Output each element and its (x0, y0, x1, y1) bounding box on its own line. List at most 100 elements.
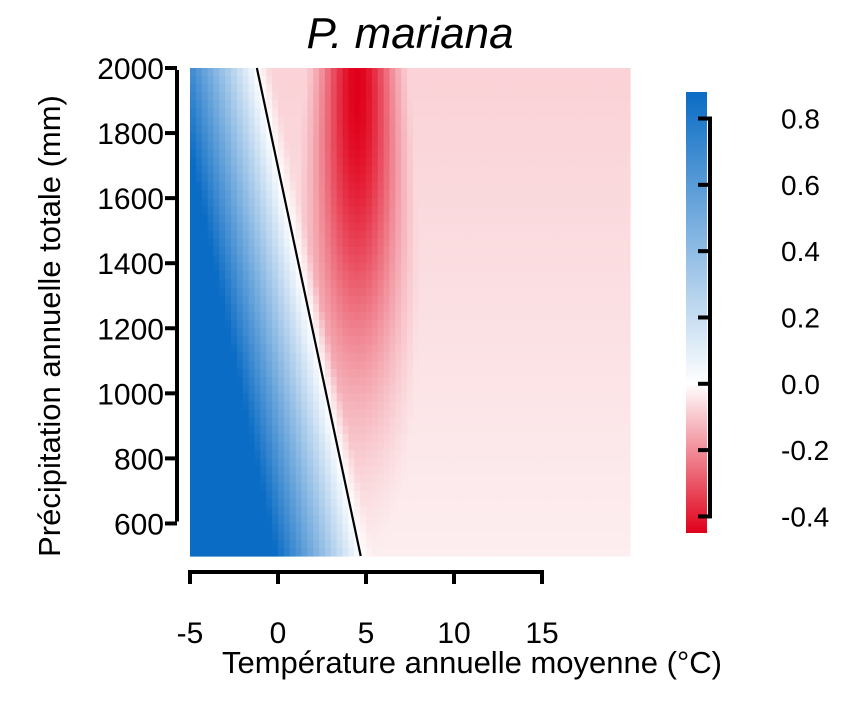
heatmap-cell (360, 385, 367, 394)
heatmap-cell (360, 263, 367, 272)
heatmap-cell (565, 206, 572, 215)
heatmap-cell (454, 499, 461, 508)
heatmap-cell (324, 173, 332, 183)
heatmap-cell (283, 434, 291, 443)
heatmap-cell (612, 547, 619, 557)
heatmap-cell (266, 336, 273, 346)
heatmap-cell (565, 482, 572, 492)
heatmap-cell (401, 173, 408, 183)
heatmap-cell (225, 222, 232, 232)
heatmap-cell (207, 255, 215, 264)
heatmap-cell (254, 499, 261, 508)
heatmap-cell (477, 499, 484, 508)
heatmap-cell (195, 100, 203, 110)
heatmap-cell (547, 458, 555, 468)
heatmap-cell (236, 124, 244, 134)
heatmap-cell (219, 287, 226, 297)
heatmap-cell (583, 385, 590, 394)
heatmap-cell (295, 124, 303, 134)
heatmap-cell (430, 206, 437, 215)
heatmap-cell (477, 214, 484, 224)
heatmap-cell (383, 173, 391, 183)
heatmap-cell (418, 458, 426, 468)
heatmap-cell (371, 425, 379, 435)
heatmap-cell (430, 368, 437, 378)
heatmap-cell (612, 141, 619, 150)
heatmap-cell (236, 255, 244, 264)
heatmap-cell (389, 507, 396, 516)
heatmap-cell (542, 181, 549, 191)
heatmap-cell (319, 320, 326, 329)
heatmap-cell (301, 547, 308, 557)
heatmap-cell (495, 149, 502, 159)
heatmap-cell (260, 214, 267, 224)
heatmap-cell (530, 238, 537, 248)
heatmap-cell (401, 344, 408, 354)
heatmap-cell (366, 181, 373, 191)
heatmap-cell (577, 466, 584, 476)
heatmap-cell (336, 523, 344, 533)
heatmap-cell (313, 149, 320, 159)
heatmap-cell (530, 279, 537, 289)
heatmap-cell (500, 320, 508, 329)
heatmap-cell (371, 263, 379, 272)
heatmap-cell (471, 482, 479, 492)
heatmap-cell (571, 515, 578, 525)
heatmap-cell (588, 198, 596, 207)
heatmap-cell (236, 515, 244, 525)
heatmap-cell (207, 263, 215, 272)
heatmap-cell (424, 393, 432, 403)
heatmap-cell (295, 539, 303, 549)
heatmap-cell (207, 165, 215, 175)
heatmap-cell (283, 68, 291, 77)
heatmap-cell (483, 490, 490, 500)
heatmap-cell (506, 206, 514, 215)
heatmap-cell (360, 100, 367, 110)
heatmap-cell (348, 425, 355, 435)
heatmap-cell (272, 181, 279, 191)
heatmap-cell (283, 271, 291, 281)
heatmap-cell (283, 360, 291, 370)
heatmap-cell (565, 401, 572, 411)
heatmap-cell (588, 360, 596, 370)
heatmap-cell (606, 328, 613, 337)
heatmap-cell (225, 401, 232, 411)
heatmap-cell (207, 458, 215, 468)
heatmap-cell (254, 450, 261, 459)
heatmap-cell (231, 124, 238, 134)
heatmap-cell (213, 442, 220, 451)
heatmap-cell (500, 246, 508, 256)
heatmap-cell (278, 84, 285, 93)
heatmap-cell (448, 287, 455, 297)
heatmap-cell (231, 547, 238, 557)
heatmap-cell (342, 116, 349, 126)
heatmap-cell (506, 336, 514, 346)
heatmap-cell (594, 149, 602, 159)
heatmap-cell (307, 198, 314, 207)
heatmap-cell (547, 474, 555, 484)
heatmap-cell (236, 157, 244, 167)
heatmap-cell (295, 246, 303, 256)
heatmap-cell (324, 206, 332, 215)
heatmap-cell (594, 206, 602, 215)
heatmap-cell (483, 190, 490, 199)
heatmap-cell (448, 336, 455, 346)
heatmap-cell (512, 328, 520, 337)
heatmap-cell (201, 238, 209, 248)
heatmap-cell (336, 515, 344, 525)
heatmap-cell (600, 539, 608, 549)
heatmap-cell (577, 474, 584, 484)
heatmap-cell (565, 157, 572, 167)
heatmap-cell (301, 230, 308, 240)
heatmap-cell (295, 165, 303, 175)
heatmap-cell (459, 279, 467, 289)
heatmap-cell (201, 271, 209, 281)
heatmap-cell (283, 499, 291, 508)
heatmap-cell (248, 190, 256, 199)
heatmap-cell (465, 320, 473, 329)
heatmap-cell (401, 165, 408, 175)
heatmap-cell (272, 523, 279, 533)
heatmap-cell (313, 482, 320, 492)
heatmap-cell (289, 255, 297, 264)
heatmap-cell (512, 263, 520, 272)
